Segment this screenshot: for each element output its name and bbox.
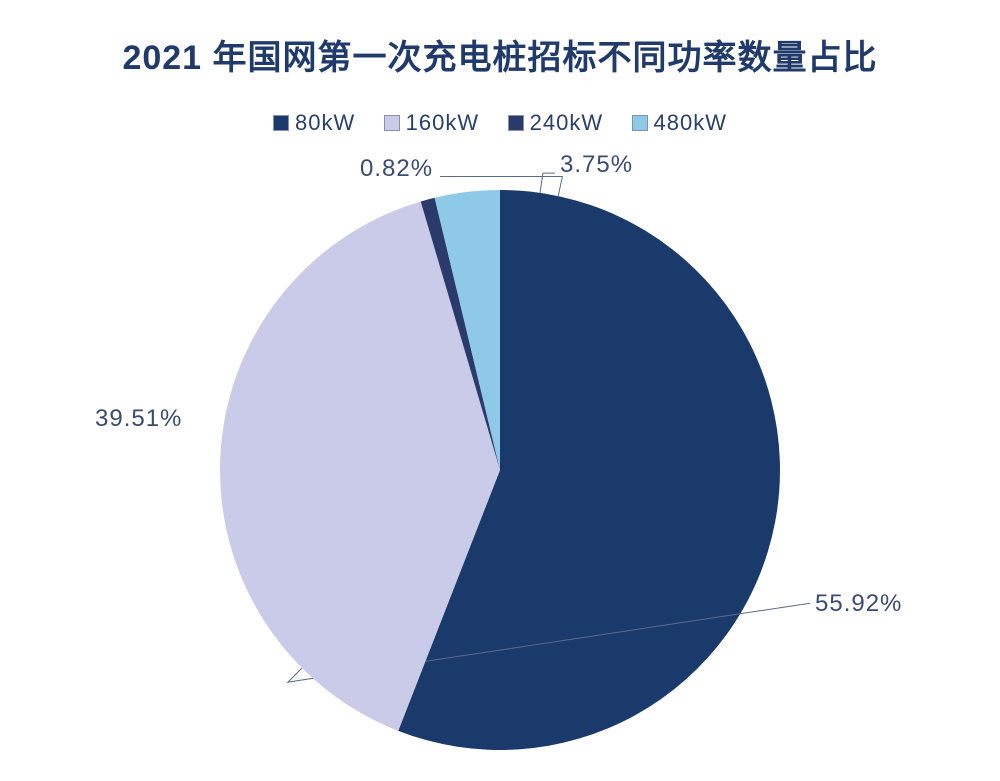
slice-label-480kw: 3.75%: [560, 151, 633, 179]
pie-svg: [0, 0, 1000, 781]
slice-label-80kw: 55.92%: [815, 590, 902, 618]
leader-line-480kW: [540, 173, 555, 193]
pie-chart: 55.92% 39.51% 0.82% 3.75%: [0, 0, 1000, 781]
slice-label-240kw: 0.82%: [360, 155, 433, 183]
slice-label-160kw: 39.51%: [95, 405, 182, 433]
